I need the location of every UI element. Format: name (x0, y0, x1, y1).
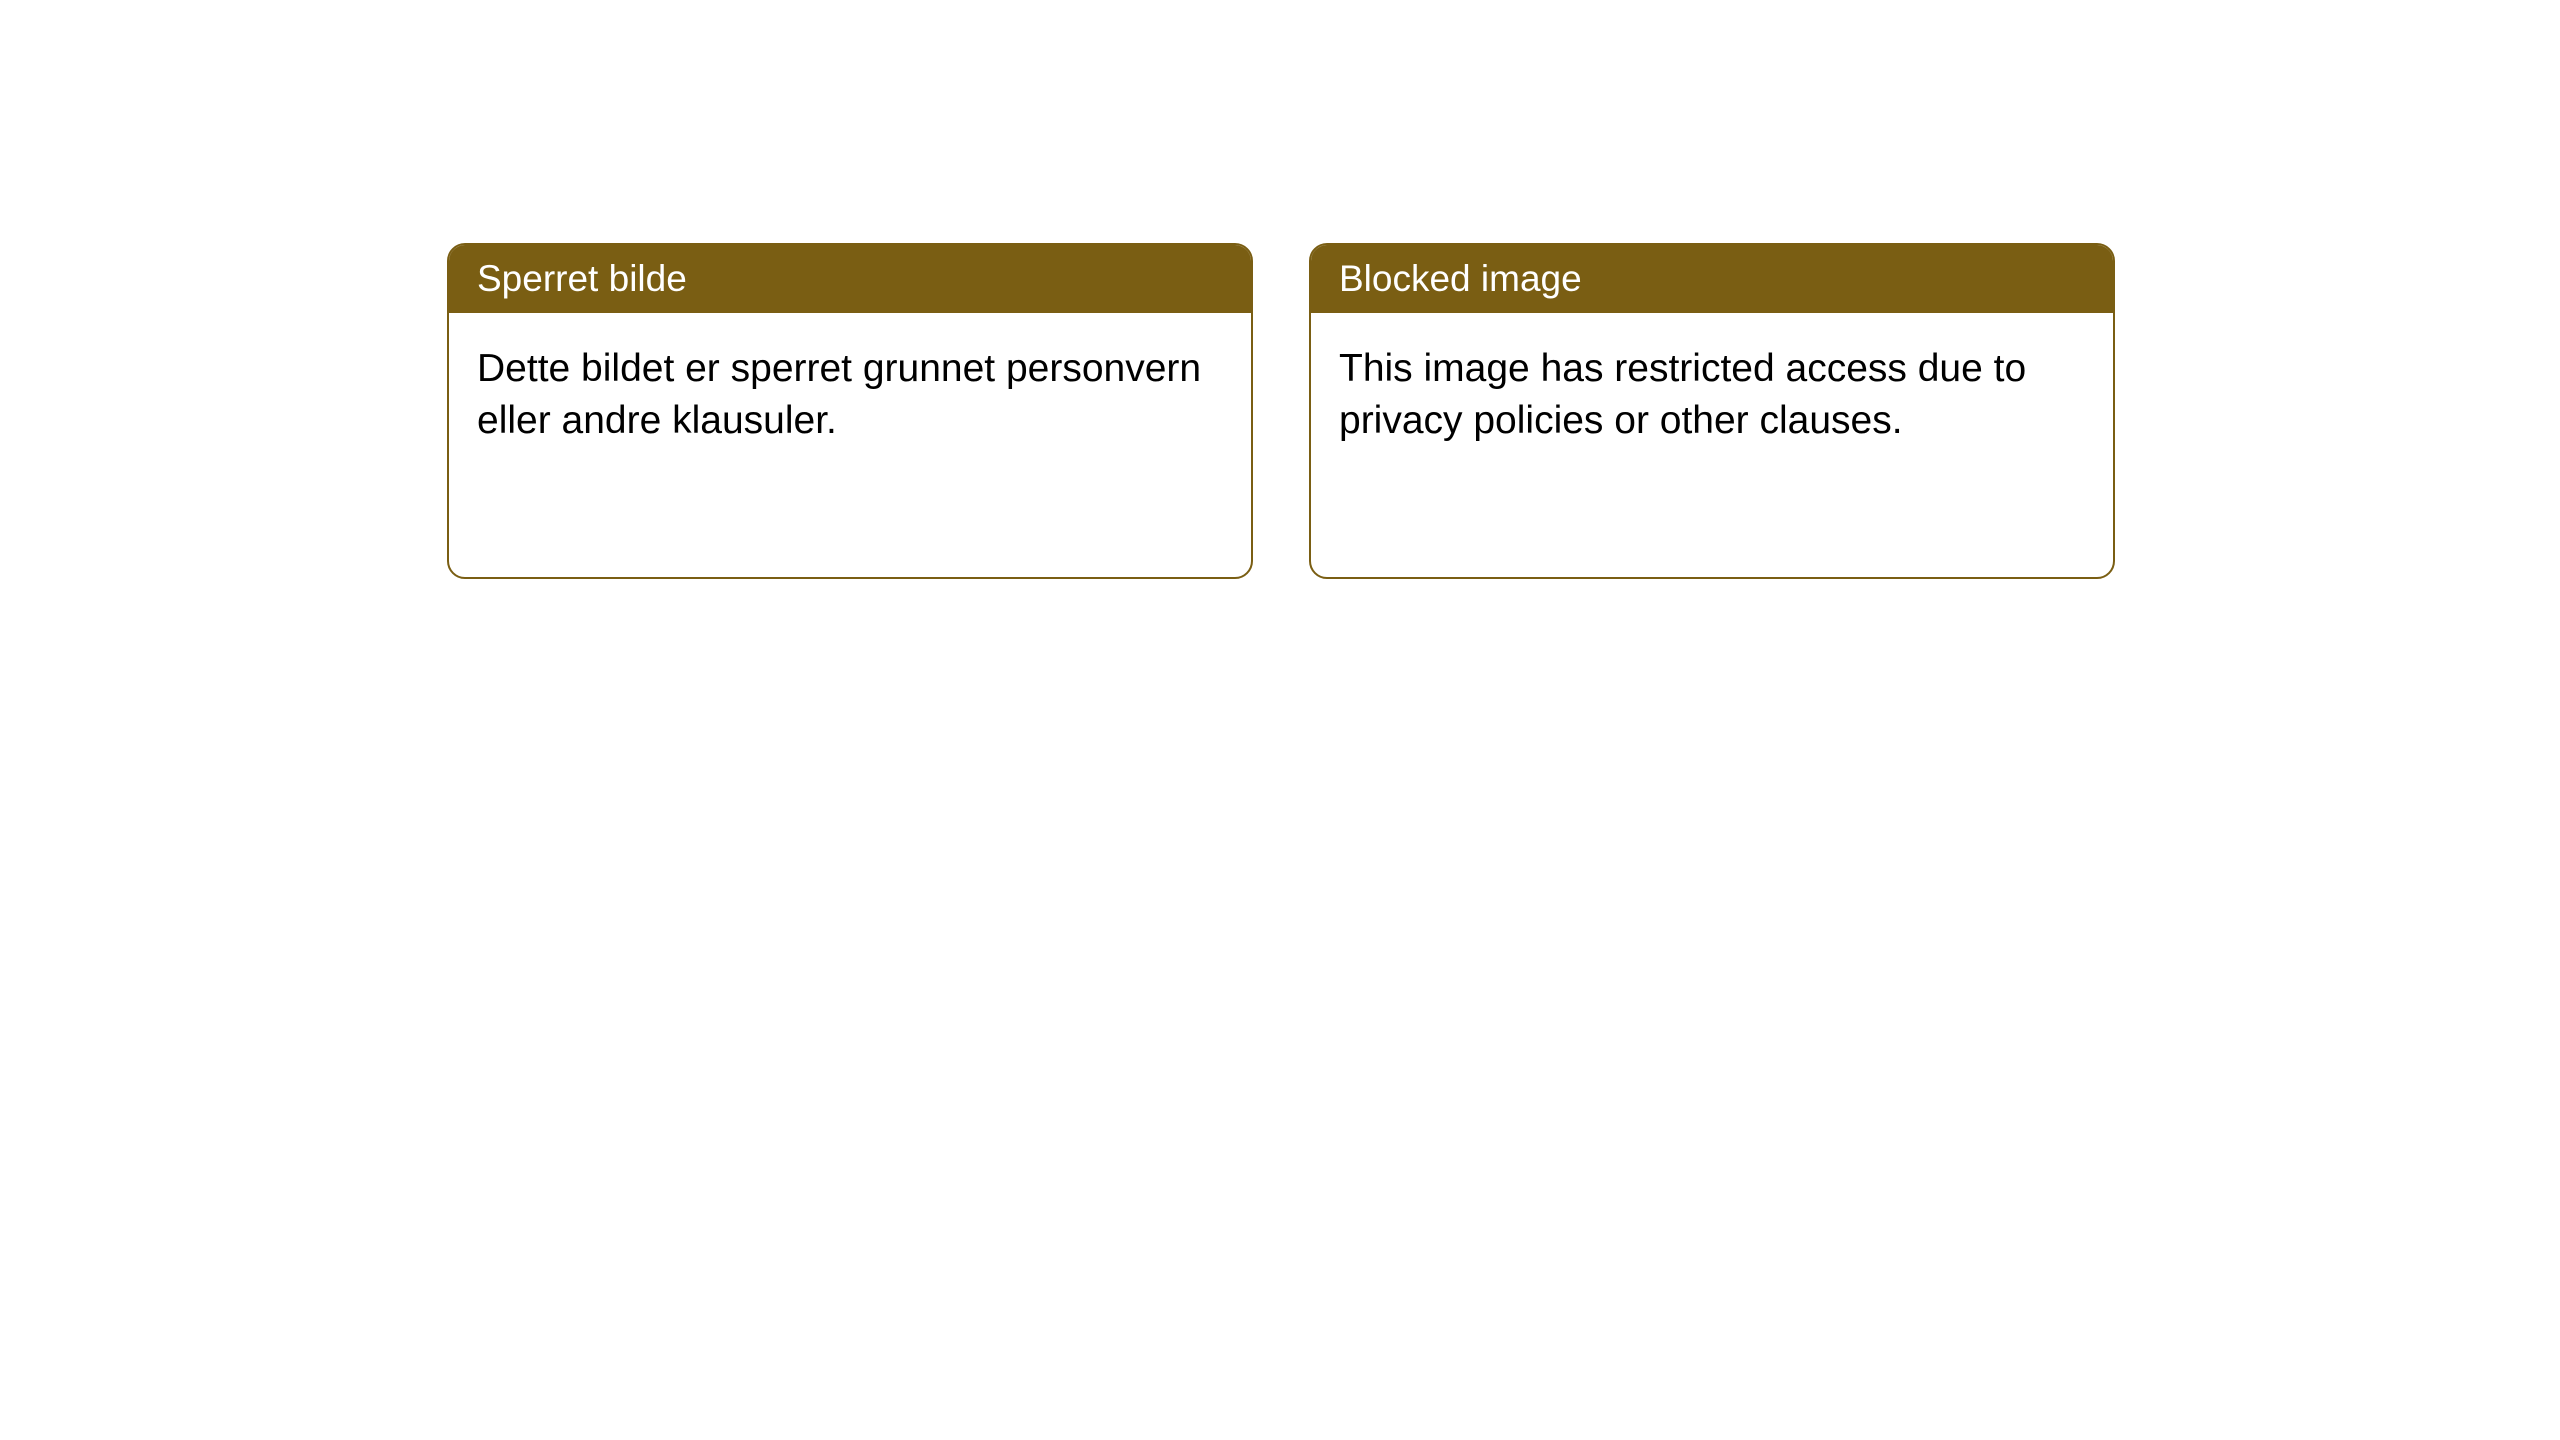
notice-body: Dette bildet er sperret grunnet personve… (449, 313, 1251, 477)
notice-body: This image has restricted access due to … (1311, 313, 2113, 477)
notice-card-norwegian: Sperret bilde Dette bildet er sperret gr… (447, 243, 1253, 579)
notice-title: Sperret bilde (477, 258, 687, 299)
notice-title: Blocked image (1339, 258, 1582, 299)
notice-header: Blocked image (1311, 245, 2113, 313)
notice-header: Sperret bilde (449, 245, 1251, 313)
notice-container: Sperret bilde Dette bildet er sperret gr… (0, 0, 2560, 579)
notice-card-english: Blocked image This image has restricted … (1309, 243, 2115, 579)
notice-text: Dette bildet er sperret grunnet personve… (477, 347, 1201, 442)
notice-text: This image has restricted access due to … (1339, 347, 2026, 442)
